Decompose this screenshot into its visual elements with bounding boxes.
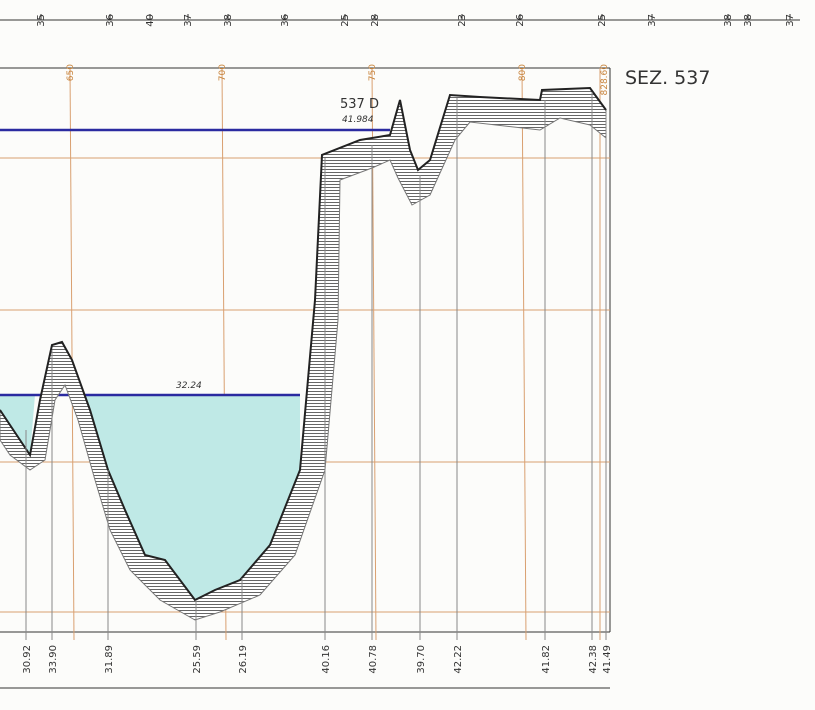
distance-label: 750 <box>368 64 378 81</box>
terrain-band <box>0 87 607 621</box>
top-label: 38 <box>223 14 234 27</box>
section-title: SEZ. 537 <box>625 67 710 89</box>
grid <box>0 67 610 641</box>
elevation-label: 41.82 <box>541 645 552 674</box>
elevation-label: 42.38 <box>588 645 599 674</box>
distance-label: 700 <box>218 64 228 81</box>
water-level: 32.24 <box>176 381 202 391</box>
distance-label: 828.60 <box>600 64 610 96</box>
elevation-label: 33.90 <box>48 645 59 674</box>
top-label: 37 <box>785 14 796 27</box>
elevation-label: 42.22 <box>453 645 464 674</box>
top-label: 40 <box>145 14 156 27</box>
elevation-label: 30.92 <box>22 645 33 674</box>
distance-label: 800 <box>518 64 528 81</box>
elevation-label: 41.49 <box>602 645 613 674</box>
top-label: 23 <box>457 14 468 27</box>
top-label: 25 <box>340 14 351 27</box>
elevation-label: 39.70 <box>416 645 427 674</box>
top-label: 36 <box>105 14 116 27</box>
elevation-label: 26.19 <box>238 645 249 674</box>
water <box>0 395 300 600</box>
top-label: 38 <box>723 14 734 27</box>
top-label: 28 <box>370 14 381 27</box>
elevation-label: 40.78 <box>368 645 379 674</box>
point-elevation: 41.984 <box>342 115 374 125</box>
top-label: 38 <box>743 14 754 27</box>
distance-label: 650 <box>66 64 76 81</box>
point-label: 537 D <box>340 97 379 112</box>
top-label: 26 <box>515 14 526 27</box>
top-label: 37 <box>183 14 194 27</box>
top-label: 36 <box>280 14 291 27</box>
station-lines <box>25 92 607 640</box>
terrain-profile <box>0 86 607 602</box>
elevation-label: 40.16 <box>321 645 332 674</box>
top-label: 37 <box>647 14 658 27</box>
top-label: 25 <box>597 14 608 27</box>
elevation-label: 31.89 <box>104 645 115 674</box>
top-label: 35 <box>36 14 47 27</box>
elevation-label: 25.59 <box>192 645 203 674</box>
